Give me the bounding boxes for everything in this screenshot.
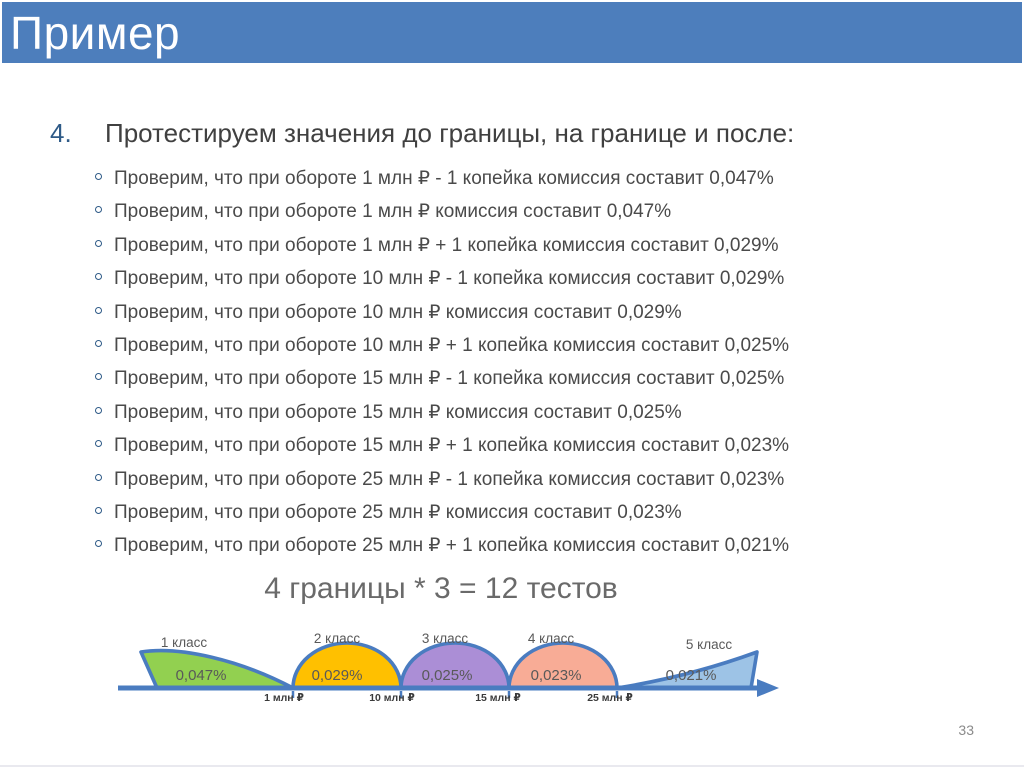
bullet-list: Проверим, что при обороте 1 млн ₽ - 1 ко…	[95, 167, 955, 568]
commission-classes-diagram: 1 класс 2 класс 3 класс 4 класс 5 класс …	[0, 618, 1024, 738]
class-4-label: 4 класс	[527, 631, 575, 646]
class-2-value: 0,029%	[311, 667, 363, 684]
bullet-item: Проверим, что при обороте 25 млн ₽ комис…	[95, 501, 955, 534]
bullet-text: Проверим, что при обороте 1 млн ₽ - 1 ко…	[114, 168, 774, 189]
class-3-label: 3 класс	[421, 631, 469, 646]
slide-bottom-edge	[0, 765, 1024, 767]
circle-bullet-icon	[95, 206, 102, 214]
bullet-item: Проверим, что при обороте 25 млн ₽ + 1 к…	[95, 534, 955, 567]
class-3-value: 0,025%	[421, 667, 473, 684]
circle-bullet-icon	[95, 540, 102, 548]
bullet-text: Проверим, что при обороте 10 млн ₽ - 1 к…	[114, 268, 785, 290]
axis-arrowhead-icon	[757, 679, 779, 697]
bullet-item: Проверим, что при обороте 25 млн ₽ - 1 к…	[95, 468, 955, 501]
circle-bullet-icon	[95, 339, 102, 347]
bullet-item: Проверим, что при обороте 10 млн ₽ - 1 к…	[95, 267, 955, 300]
bullet-text: Проверим, что при обороте 25 млн ₽ - 1 к…	[114, 468, 785, 490]
bullet-text: Проверим, что при обороте 1 млн ₽ комисс…	[114, 201, 672, 223]
page-number: 33	[958, 722, 974, 738]
bullet-item: Проверим, что при обороте 10 млн ₽ + 1 к…	[95, 334, 955, 367]
class-1-label: 1 класс	[160, 635, 208, 650]
bullet-text: Проверим, что при обороте 1 млн ₽ + 1 ко…	[114, 234, 779, 256]
circle-bullet-icon	[95, 273, 102, 281]
class-2-shape	[291, 641, 403, 690]
circle-bullet-icon	[95, 373, 102, 381]
class-4-value: 0,023%	[530, 667, 582, 684]
bullet-item: Проверим, что при обороте 1 млн ₽ + 1 ко…	[95, 234, 955, 267]
boundary-label-25mln: 25 млн ₽	[587, 692, 633, 704]
class-5-value: 0,021%	[665, 667, 717, 684]
bullet-item: Проверим, что при обороте 1 млн ₽ комисс…	[95, 200, 955, 233]
bullet-text: Проверим, что при обороте 25 млн ₽ комис…	[114, 501, 682, 523]
circle-bullet-icon	[95, 406, 102, 414]
boundary-label-10mln: 10 млн ₽	[369, 692, 415, 704]
circle-bullet-icon	[95, 306, 102, 314]
bullet-text: Проверим, что при обороте 15 млн ₽ - 1 к…	[114, 368, 785, 390]
class-4-shape	[507, 641, 619, 690]
class-2-label: 2 класс	[313, 631, 361, 646]
bullet-item: Проверим, что при обороте 10 млн ₽ комис…	[95, 301, 955, 334]
summary-text: 4 границы * 3 = 12 тестов	[264, 572, 618, 605]
class-1-value: 0,047%	[175, 667, 227, 684]
circle-bullet-icon	[95, 473, 102, 481]
bullet-item: Проверим, что при обороте 15 млн ₽ + 1 к…	[95, 434, 955, 467]
bullet-item: Проверим, что при обороте 15 млн ₽ комис…	[95, 401, 955, 434]
bullet-item: Проверим, что при обороте 15 млн ₽ - 1 к…	[95, 367, 955, 400]
boundary-label-15mln: 15 млн ₽	[475, 692, 521, 704]
bullet-text: Проверим, что при обороте 15 млн ₽ комис…	[114, 401, 682, 423]
bullet-text: Проверим, что при обороте 10 млн ₽ комис…	[114, 301, 682, 323]
bullet-text: Проверим, что при обороте 25 млн ₽ + 1 к…	[114, 535, 790, 557]
class-3-shape	[399, 641, 511, 690]
circle-bullet-icon	[95, 173, 102, 180]
slide-title: Пример	[10, 6, 181, 59]
class-5-shape	[615, 650, 759, 690]
boundary-label-1mln: 1 млн ₽	[264, 692, 304, 704]
bullet-item: Проверим, что при обороте 1 млн ₽ - 1 ко…	[95, 167, 955, 200]
slide-title-bar: Пример	[2, 2, 1022, 63]
circle-bullet-icon	[95, 440, 102, 448]
circle-bullet-icon	[95, 506, 102, 514]
section-heading: Протестируем значения до границы, на гра…	[105, 118, 795, 148]
bullet-text: Проверим, что при обороте 10 млн ₽ + 1 к…	[114, 334, 790, 356]
bullet-text: Проверим, что при обороте 15 млн ₽ + 1 к…	[114, 435, 790, 457]
circle-bullet-icon	[95, 239, 102, 247]
diagram-canvas	[118, 641, 779, 698]
heading-number: 4.	[50, 118, 72, 148]
class-5-label: 5 класс	[685, 637, 733, 652]
